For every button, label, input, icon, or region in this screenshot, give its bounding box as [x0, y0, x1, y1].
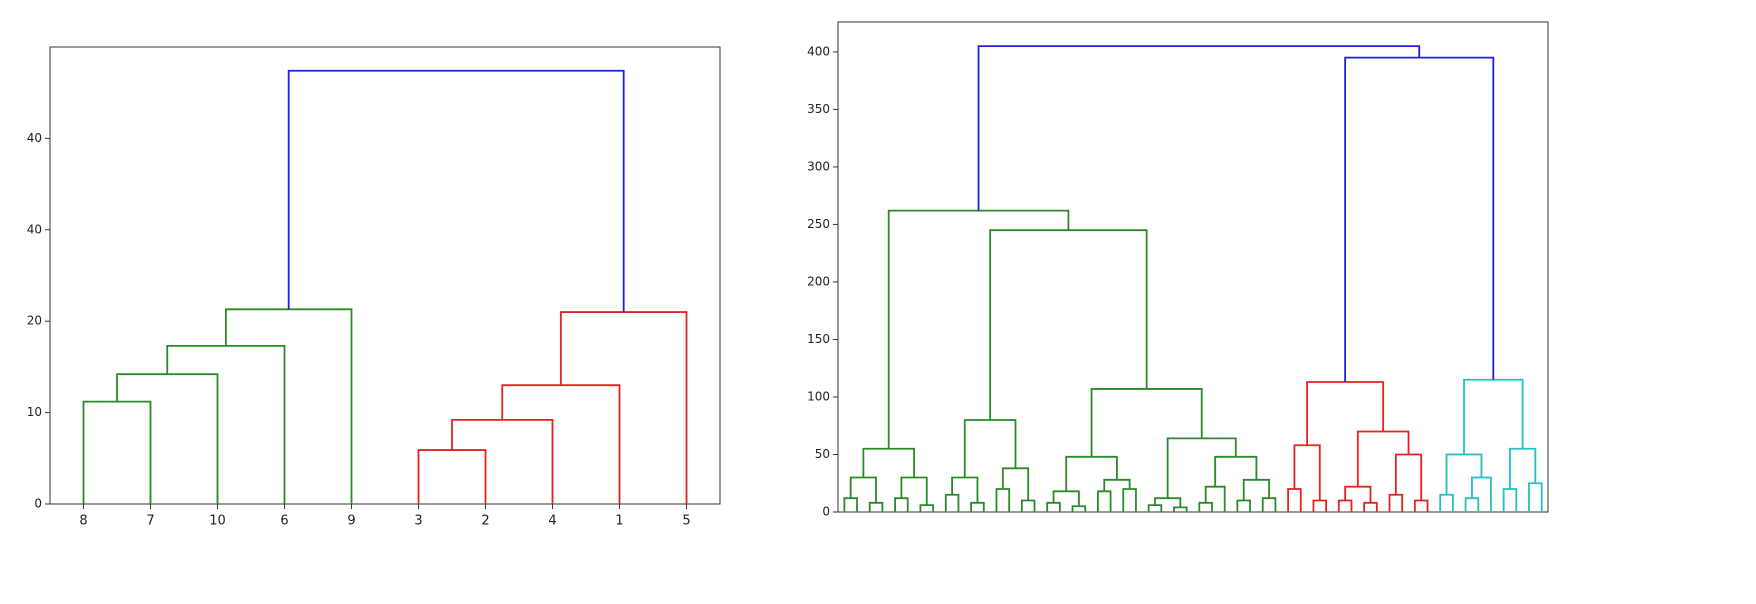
dendrogram-link [1356, 430, 1410, 487]
dendrogram-link [1463, 378, 1524, 455]
dendrogram-link [1046, 501, 1061, 512]
y-tick-label: 10 [27, 405, 42, 419]
dendrogram-link [1413, 499, 1429, 512]
leaf-label: 5 [682, 514, 690, 529]
dendrogram-link [166, 344, 286, 504]
dendrogram-link [501, 384, 621, 504]
dendrogram-link [887, 209, 1070, 449]
dendrogram-link [1439, 493, 1454, 512]
leaf-label: 10 [209, 514, 226, 529]
dendrogram-link [417, 449, 487, 504]
dendrogram-link [1052, 490, 1080, 507]
leaf-label: 9 [347, 514, 355, 529]
y-tick-label: 300 [807, 159, 830, 173]
dendrogram-link [1001, 467, 1030, 501]
leaf-label: 7 [146, 514, 154, 529]
dendrogram-link [82, 400, 152, 504]
dendrogram-link [1388, 493, 1404, 512]
y-tick-label: 0 [34, 497, 42, 511]
dendrogram-link [1166, 437, 1237, 499]
dendrogram-link [1344, 485, 1372, 503]
dendrogram-link [849, 476, 877, 503]
dendrogram-link [116, 373, 219, 504]
dendrogram-link [1293, 444, 1321, 501]
dendrogram-link [900, 476, 928, 506]
dendrogram-link [1154, 497, 1182, 508]
dendrogram-link [989, 229, 1148, 420]
leaf-label: 4 [548, 514, 556, 529]
dendrogram-link [1502, 488, 1518, 512]
y-tick-label: 40 [27, 131, 42, 145]
dendrogram-link [1122, 488, 1137, 512]
y-tick-label: 0 [822, 505, 830, 519]
leaf-label: 3 [414, 514, 422, 529]
dendrogram-link [1173, 506, 1188, 512]
dendrogram-link [1147, 504, 1163, 512]
dendrogram-link [1287, 488, 1302, 512]
y-tick-label: 150 [807, 332, 830, 346]
y-tick-label: 20 [27, 314, 42, 328]
dendrogram-link [1471, 476, 1492, 512]
dendrogram-link [224, 308, 353, 504]
dendrogram-link [868, 501, 884, 512]
y-tick-label: 350 [807, 102, 830, 116]
y-tick-label: 50 [815, 447, 830, 461]
dendrogram-link [287, 69, 625, 313]
dendrogram-link [1312, 499, 1328, 512]
dendrogram-link [894, 497, 909, 512]
dendrogram-link [843, 497, 858, 512]
plot-frame [837, 21, 1549, 513]
dendrogram-link [1236, 499, 1251, 512]
dendrogram-link [1065, 455, 1118, 492]
dendrogram-link [1204, 485, 1226, 512]
dendrogram-link [1020, 499, 1036, 512]
dendrogram-link [862, 447, 915, 478]
dendrogram-link [451, 419, 554, 504]
dendrogram-link [1198, 501, 1213, 512]
dendrogram-link [1214, 455, 1258, 487]
dendrogram-link [1464, 497, 1480, 512]
dendrogram-link [977, 45, 1421, 211]
dendrogram-link [1363, 501, 1378, 512]
dendrogram-link [1097, 490, 1112, 512]
dendrogram-link [1071, 505, 1087, 512]
leaf-label: 2 [481, 514, 489, 529]
plot-frame [49, 46, 721, 505]
dendrogram-link [970, 501, 985, 512]
y-tick-label: 250 [807, 217, 830, 231]
leaf-label: 8 [79, 514, 87, 529]
y-tick-label: 400 [807, 44, 830, 58]
dendrogram-link [1261, 497, 1277, 512]
dendrogram-link [995, 488, 1011, 512]
leaf-label: 6 [280, 514, 288, 529]
leaf-label: 1 [615, 514, 623, 529]
dendrogram-link [1344, 56, 1495, 383]
dendrogram-link [951, 476, 979, 503]
y-tick-label: 100 [807, 389, 830, 403]
y-tick-label: 200 [807, 274, 830, 288]
y-tick-label: 40 [27, 222, 42, 236]
dendrogram-link [1306, 381, 1385, 446]
dendrogram-link [1445, 453, 1483, 495]
dendrogram-link [1394, 453, 1423, 501]
dendrogram-link [1090, 388, 1203, 457]
dendrogram-link [1528, 482, 1543, 512]
dendrogram-link [944, 493, 960, 512]
dendrogram-link [559, 311, 688, 504]
dendrogram-link [919, 504, 934, 512]
dendrogram-link [1337, 499, 1353, 512]
